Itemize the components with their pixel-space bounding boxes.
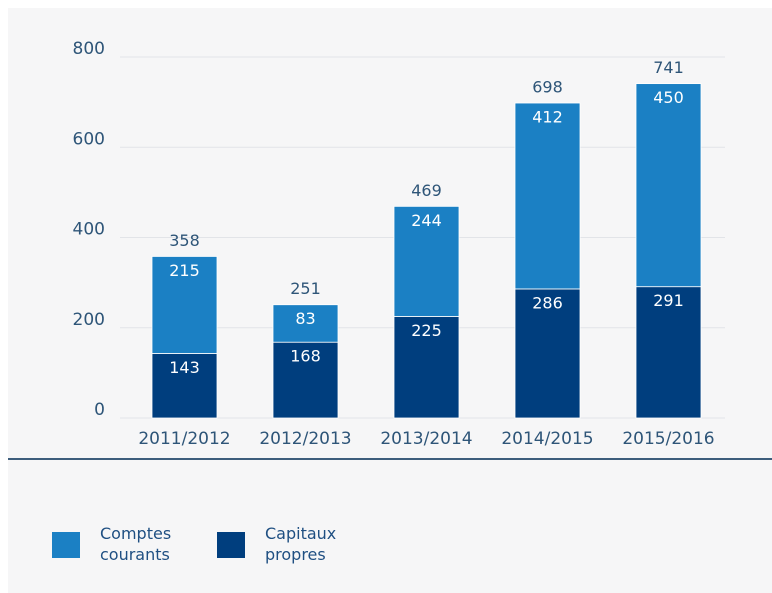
value-label: 143 <box>169 358 200 377</box>
value-label: 168 <box>290 347 321 366</box>
bar-segment <box>272 341 339 419</box>
value-label: 244 <box>411 211 442 230</box>
bar-segment <box>635 286 702 419</box>
total-label: 358 <box>169 231 200 250</box>
x-tick-label: 2015/2016 <box>622 429 714 449</box>
y-tick-label: 600 <box>73 129 105 149</box>
bar-segment <box>393 205 460 317</box>
value-label: 286 <box>532 293 563 312</box>
value-label: 215 <box>169 261 200 280</box>
x-tick-label: 2013/2014 <box>380 429 472 449</box>
value-label: 450 <box>653 88 684 107</box>
total-label: 469 <box>411 181 442 200</box>
y-tick-label: 800 <box>73 39 105 59</box>
value-label: 83 <box>295 309 315 328</box>
total-label: 698 <box>532 78 563 97</box>
value-label: 412 <box>532 108 563 127</box>
x-tick-label: 2012/2013 <box>259 429 351 449</box>
total-label: 741 <box>653 58 684 77</box>
bar-segment <box>393 316 460 419</box>
total-label: 251 <box>290 279 321 298</box>
value-label: 291 <box>653 291 684 310</box>
legend-label: Comptes courants <box>100 524 172 564</box>
value-label: 225 <box>411 321 442 340</box>
y-tick-label: 400 <box>73 220 105 240</box>
y-tick-label: 0 <box>94 400 105 420</box>
x-tick-label: 2014/2015 <box>501 429 593 449</box>
legend-swatch <box>52 532 80 558</box>
legend-swatch <box>217 532 245 558</box>
x-tick-label: 2011/2012 <box>138 429 230 449</box>
bar-segment <box>151 353 218 419</box>
bar-segment <box>272 304 339 343</box>
bar-segment <box>151 256 218 354</box>
legend-label: Capitaux propres <box>265 524 337 564</box>
y-tick-label: 200 <box>73 310 105 330</box>
bar-segment <box>635 83 702 288</box>
bar-segment <box>514 102 581 290</box>
